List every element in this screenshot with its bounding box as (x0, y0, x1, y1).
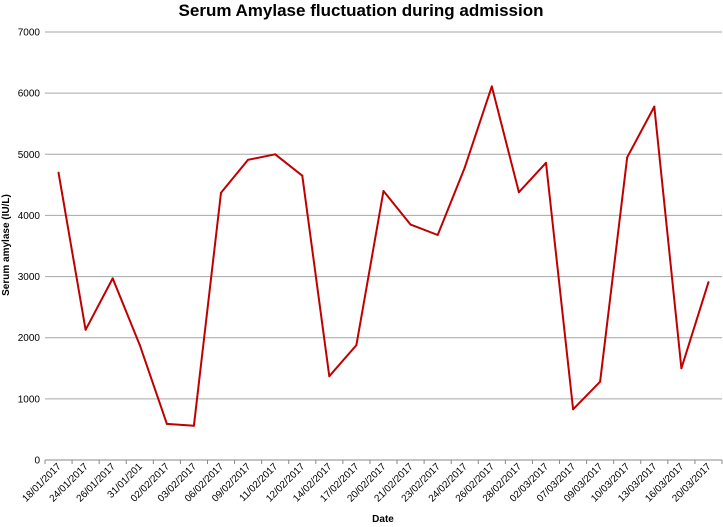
x-axis: 18/01/201724/01/201726/01/201731/01/2010… (20, 459, 723, 505)
y-tick-label: 5000 (18, 150, 41, 161)
data-point (544, 161, 547, 164)
data-point (84, 328, 87, 331)
data-point (463, 166, 466, 169)
y-tick-label: 2000 (18, 333, 41, 344)
data-point (274, 153, 277, 156)
data-point (192, 424, 195, 427)
y-tick-label: 4000 (18, 211, 41, 222)
series (57, 85, 710, 427)
data-point (165, 422, 168, 425)
data-point (111, 277, 114, 280)
y-axis-label: Serum amylase (IU/L) (1, 194, 12, 296)
data-point (247, 158, 250, 161)
x-axis-label: Date (372, 514, 394, 525)
y-tick-label: 6000 (18, 89, 41, 100)
data-point (355, 344, 358, 347)
data-point (653, 105, 656, 108)
data-point (490, 85, 493, 88)
y-tick-label: 7000 (18, 28, 41, 39)
data-point (436, 233, 439, 236)
chart-title: Serum Amylase fluctuation during admissi… (179, 1, 544, 20)
y-tick-label: 1000 (18, 394, 41, 405)
y-axis: 0 1000 2000 3000 4000 5000 6000 7000 (18, 28, 41, 467)
data-point (599, 380, 602, 383)
series-line (57, 85, 710, 427)
data-point (409, 223, 412, 226)
data-point (572, 408, 575, 411)
y-tick-label: 3000 (18, 272, 41, 283)
data-point (680, 367, 683, 370)
data-point (138, 344, 141, 347)
data-point (328, 375, 331, 378)
data-point (626, 156, 629, 159)
y-tick-label: 0 (34, 456, 40, 467)
data-point (707, 281, 710, 284)
data-point (301, 174, 304, 177)
gridlines (45, 31, 722, 400)
data-point (382, 189, 385, 192)
data-point (517, 191, 520, 194)
data-point (57, 171, 60, 174)
data-point (220, 191, 223, 194)
